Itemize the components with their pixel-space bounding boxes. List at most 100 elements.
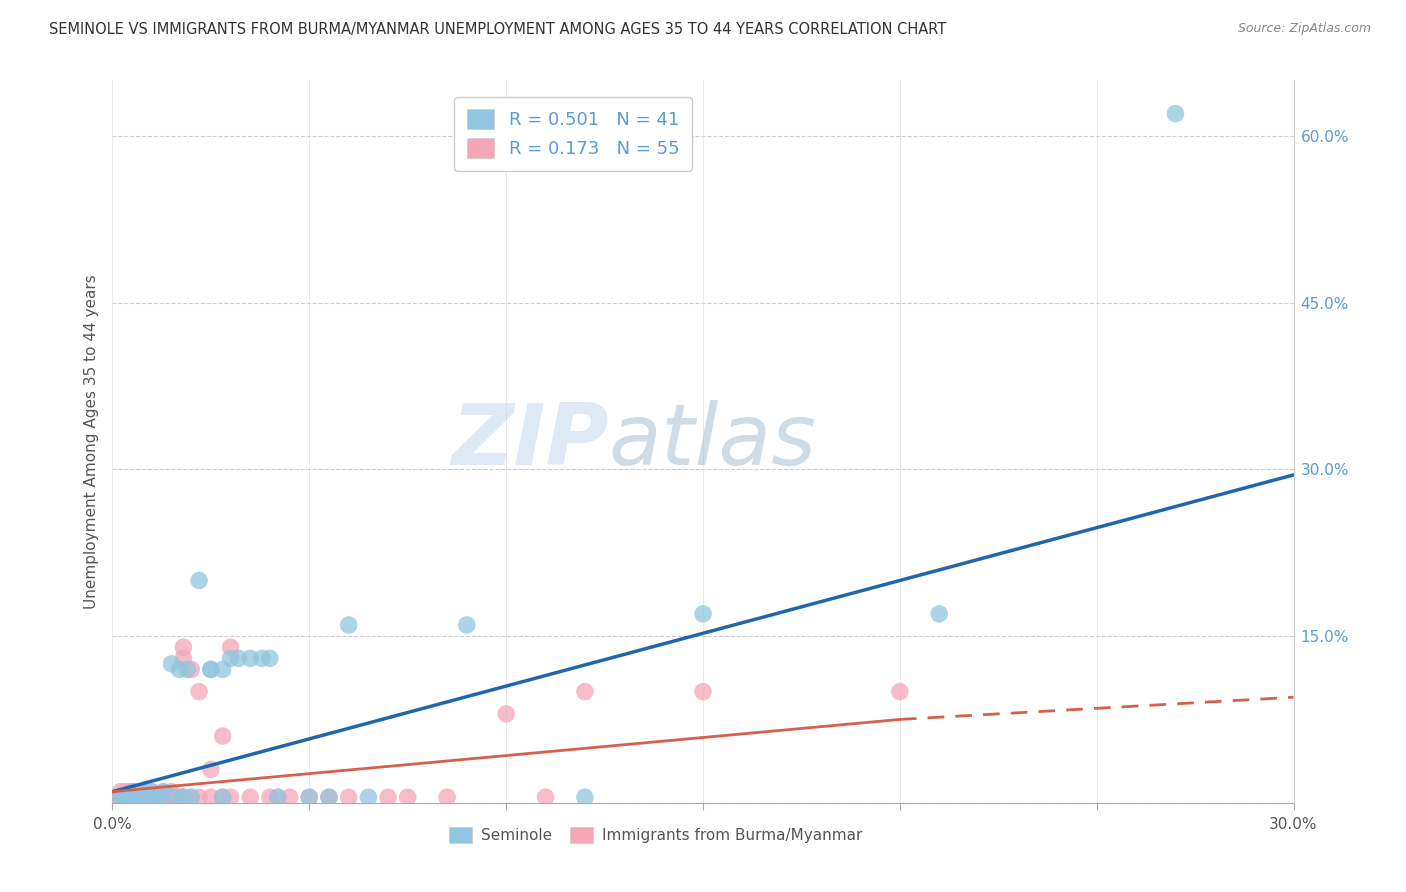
- Point: [250, 651, 273, 665]
- Point: [160, 790, 183, 805]
- Point: [125, 790, 148, 805]
- Point: [105, 790, 128, 805]
- Point: [228, 651, 250, 665]
- Point: [298, 790, 321, 805]
- Point: [110, 785, 132, 799]
- Point: [172, 790, 194, 805]
- Text: SEMINOLE VS IMMIGRANTS FROM BURMA/MYANMAR UNEMPLOYMENT AMONG AGES 35 TO 44 YEARS: SEMINOLE VS IMMIGRANTS FROM BURMA/MYANMA…: [49, 22, 946, 37]
- Point: [165, 790, 187, 805]
- Point: [188, 684, 211, 698]
- Point: [1164, 106, 1187, 120]
- Point: [145, 790, 167, 805]
- Point: [180, 662, 202, 676]
- Point: [200, 763, 222, 777]
- Point: [377, 790, 399, 805]
- Point: [145, 790, 167, 805]
- Point: [141, 785, 163, 799]
- Point: [574, 790, 596, 805]
- Point: [136, 790, 159, 805]
- Point: [129, 790, 152, 805]
- Point: [219, 790, 242, 805]
- Point: [211, 790, 233, 805]
- Point: [200, 790, 222, 805]
- Point: [129, 785, 152, 799]
- Point: [117, 790, 139, 805]
- Point: [318, 790, 340, 805]
- Point: [692, 607, 714, 621]
- Point: [152, 790, 174, 805]
- Point: [211, 729, 233, 743]
- Point: [121, 790, 143, 805]
- Point: [211, 790, 233, 805]
- Point: [149, 790, 172, 805]
- Point: [121, 785, 143, 799]
- Point: [456, 618, 478, 632]
- Point: [132, 785, 155, 799]
- Point: [180, 790, 202, 805]
- Point: [117, 790, 139, 805]
- Point: [141, 790, 163, 805]
- Point: [211, 662, 233, 676]
- Point: [436, 790, 458, 805]
- Point: [112, 790, 135, 805]
- Point: [176, 662, 198, 676]
- Point: [136, 790, 159, 805]
- Point: [160, 657, 183, 671]
- Point: [267, 790, 290, 805]
- Text: ZIP: ZIP: [451, 400, 609, 483]
- Point: [172, 651, 194, 665]
- Point: [188, 574, 211, 588]
- Point: [156, 790, 179, 805]
- Point: [121, 790, 143, 805]
- Point: [219, 651, 242, 665]
- Point: [534, 790, 557, 805]
- Point: [152, 785, 174, 799]
- Point: [125, 785, 148, 799]
- Point: [165, 790, 187, 805]
- Point: [928, 607, 950, 621]
- Point: [239, 790, 262, 805]
- Point: [259, 790, 281, 805]
- Point: [337, 618, 360, 632]
- Point: [172, 790, 194, 805]
- Point: [889, 684, 911, 698]
- Point: [112, 785, 135, 799]
- Point: [357, 790, 380, 805]
- Point: [172, 640, 194, 655]
- Point: [396, 790, 419, 805]
- Text: Source: ZipAtlas.com: Source: ZipAtlas.com: [1237, 22, 1371, 36]
- Point: [112, 790, 135, 805]
- Point: [149, 790, 172, 805]
- Point: [152, 785, 174, 799]
- Point: [132, 785, 155, 799]
- Point: [169, 662, 191, 676]
- Point: [141, 790, 163, 805]
- Point: [200, 662, 222, 676]
- Point: [574, 684, 596, 698]
- Point: [200, 662, 222, 676]
- Point: [110, 790, 132, 805]
- Point: [169, 790, 191, 805]
- Y-axis label: Unemployment Among Ages 35 to 44 years: Unemployment Among Ages 35 to 44 years: [83, 274, 98, 609]
- Point: [121, 785, 143, 799]
- Point: [129, 790, 152, 805]
- Point: [239, 651, 262, 665]
- Point: [259, 651, 281, 665]
- Point: [132, 790, 155, 805]
- Point: [117, 785, 139, 799]
- Point: [125, 790, 148, 805]
- Point: [160, 785, 183, 799]
- Point: [278, 790, 301, 805]
- Point: [219, 640, 242, 655]
- Point: [495, 706, 517, 721]
- Point: [337, 790, 360, 805]
- Point: [110, 790, 132, 805]
- Point: [180, 790, 202, 805]
- Point: [188, 790, 211, 805]
- Point: [132, 790, 155, 805]
- Point: [692, 684, 714, 698]
- Point: [267, 790, 290, 805]
- Point: [298, 790, 321, 805]
- Point: [318, 790, 340, 805]
- Point: [141, 785, 163, 799]
